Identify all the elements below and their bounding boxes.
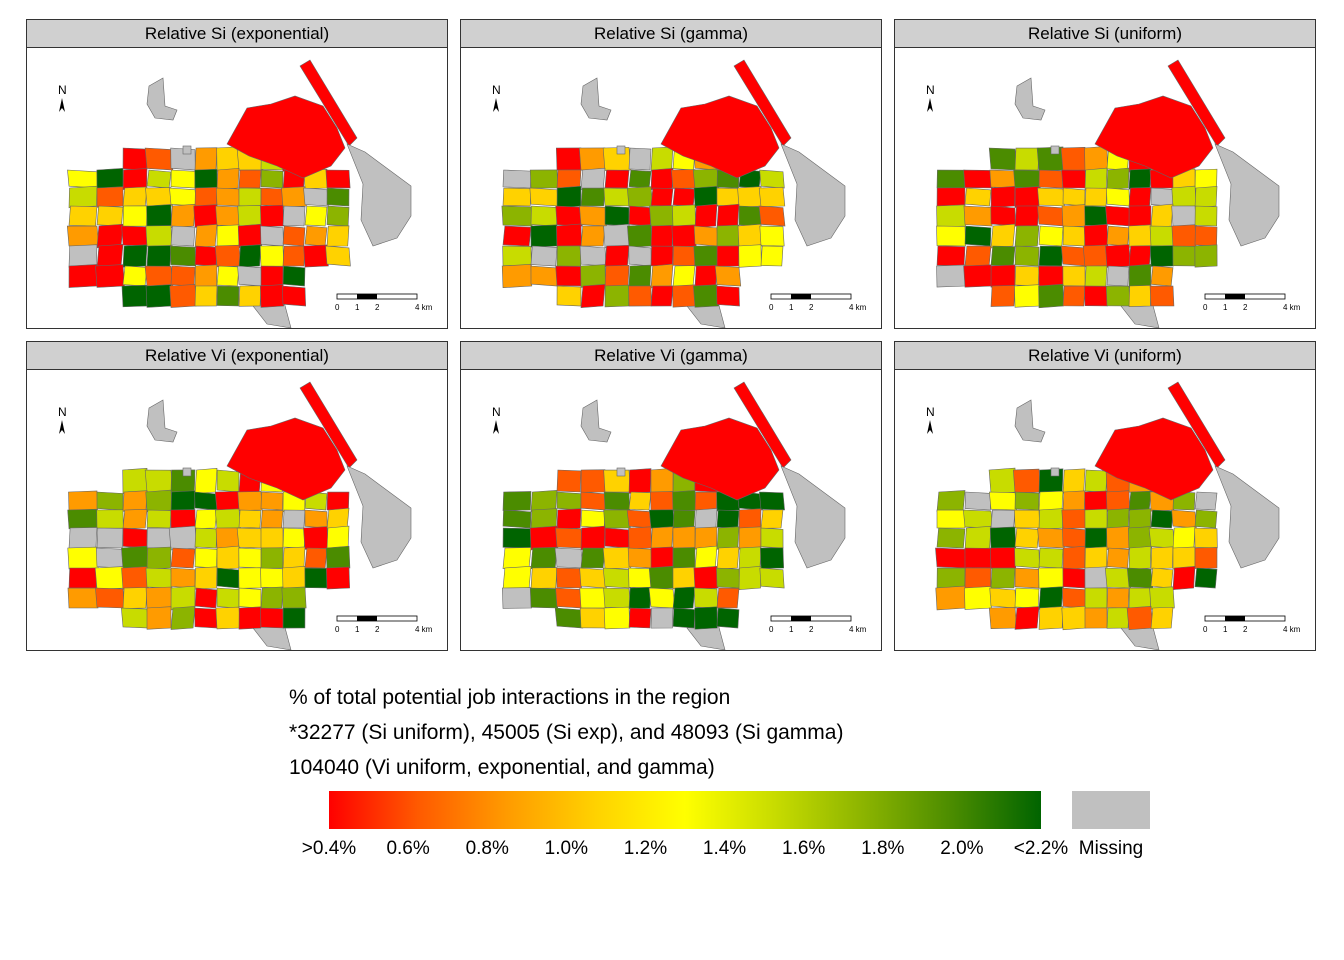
scale-bar: 0 1 2 4 km xyxy=(769,615,867,634)
panel-title: Relative Si (uniform) xyxy=(895,20,1315,48)
scale-bar: 0 1 2 4 km xyxy=(769,293,867,312)
map-panel: Relative Vi (exponential) N 0 1 2 4 km xyxy=(26,341,448,651)
map-panel: Relative Vi (gamma) N 0 1 2 4 km xyxy=(460,341,882,651)
svg-text:2: 2 xyxy=(809,625,814,634)
north-arrow-label: N xyxy=(58,83,67,97)
legend-color-bar xyxy=(329,791,1041,829)
legend-tick-label: 1.4% xyxy=(702,838,747,859)
svg-text:1: 1 xyxy=(789,625,794,634)
svg-text:0: 0 xyxy=(335,625,340,634)
choropleth-map: N 0 1 2 4 km xyxy=(926,59,1301,328)
svg-text:1: 1 xyxy=(355,625,360,634)
panel-title: Relative Vi (uniform) xyxy=(895,342,1315,370)
svg-text:1: 1 xyxy=(355,303,360,312)
svg-text:4 km: 4 km xyxy=(415,625,433,634)
north-arrow-label: N xyxy=(926,405,935,419)
north-arrow-icon xyxy=(927,98,933,112)
north-arrow-icon xyxy=(927,420,933,434)
scale-bar: 0 1 2 4 km xyxy=(1203,615,1301,634)
svg-text:2: 2 xyxy=(375,625,380,634)
panel-title: Relative Vi (exponential) xyxy=(27,342,447,370)
north-arrow-icon xyxy=(59,420,65,434)
north-arrow-label: N xyxy=(58,405,67,419)
legend-missing-swatch xyxy=(1072,791,1150,829)
legend-tick-label: 0.6% xyxy=(386,838,430,859)
svg-text:4 km: 4 km xyxy=(415,303,433,312)
legend-title: % of total potential job interactions in… xyxy=(289,686,731,709)
north-arrow-label: N xyxy=(492,405,501,419)
legend-tick-label: 1.0% xyxy=(544,838,588,859)
legend-tick-label: 1.2% xyxy=(623,838,668,859)
map-panel: Relative Si (uniform) N 0 1 2 4 km xyxy=(894,19,1316,329)
scale-bar: 0 1 2 4 km xyxy=(335,293,433,312)
svg-text:4 km: 4 km xyxy=(1283,303,1301,312)
north-arrow-icon xyxy=(493,98,499,112)
panel-title: Relative Vi (gamma) xyxy=(461,342,881,370)
legend-tick-label: 1.6% xyxy=(782,838,826,859)
svg-text:1: 1 xyxy=(1223,303,1228,312)
svg-text:0: 0 xyxy=(1203,625,1208,634)
svg-text:2: 2 xyxy=(1243,625,1248,634)
map-panel: Relative Si (gamma) N 0 1 2 4 km xyxy=(460,19,882,329)
svg-text:1: 1 xyxy=(1223,625,1228,634)
svg-text:4 km: 4 km xyxy=(1283,625,1301,634)
legend-note-2: 104040 (Vi uniform, exponential, and gam… xyxy=(289,756,715,779)
svg-text:4 km: 4 km xyxy=(849,625,867,634)
legend-tick-label: 1.8% xyxy=(861,838,905,859)
svg-text:0: 0 xyxy=(769,625,774,634)
legend-note-1: *32277 (Si uniform), 45005 (Si exp), and… xyxy=(289,721,844,744)
choropleth-map: N 0 1 2 4 km xyxy=(926,381,1301,650)
scale-bar: 0 1 2 4 km xyxy=(335,615,433,634)
legend-tick-label: <2.2% xyxy=(1013,838,1069,859)
map-panel: Relative Si (exponential) N 0 1 2 4 km xyxy=(26,19,448,329)
choropleth-map: N 0 1 2 4 km xyxy=(58,59,433,328)
panel-title: Relative Si (exponential) xyxy=(27,20,447,48)
legend-tick-label: 0.8% xyxy=(465,838,509,859)
svg-text:2: 2 xyxy=(1243,303,1248,312)
north-arrow-label: N xyxy=(926,83,935,97)
svg-text:0: 0 xyxy=(769,303,774,312)
choropleth-map: N 0 1 2 4 km xyxy=(492,381,867,650)
svg-text:2: 2 xyxy=(809,303,814,312)
svg-text:4 km: 4 km xyxy=(849,303,867,312)
svg-text:1: 1 xyxy=(789,303,794,312)
legend-tick-label: >0.4% xyxy=(301,838,357,859)
north-arrow-icon xyxy=(493,420,499,434)
svg-text:2: 2 xyxy=(375,303,380,312)
scale-bar: 0 1 2 4 km xyxy=(1203,293,1301,312)
svg-text:0: 0 xyxy=(1203,303,1208,312)
north-arrow-icon xyxy=(59,98,65,112)
choropleth-map: N 0 1 2 4 km xyxy=(58,381,433,650)
choropleth-map: N 0 1 2 4 km xyxy=(492,59,867,328)
legend-missing-label: Missing xyxy=(1078,838,1144,859)
map-panel: Relative Vi (uniform) N 0 1 2 4 km xyxy=(894,341,1316,651)
legend-tick-label: 2.0% xyxy=(940,838,984,859)
panel-title: Relative Si (gamma) xyxy=(461,20,881,48)
svg-text:0: 0 xyxy=(335,303,340,312)
north-arrow-label: N xyxy=(492,83,501,97)
